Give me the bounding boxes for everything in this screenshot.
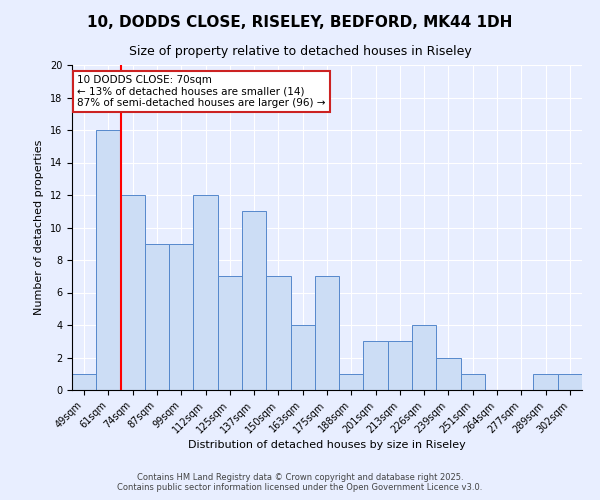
Bar <box>266 276 290 390</box>
Bar <box>290 325 315 390</box>
Bar <box>364 341 388 390</box>
Bar <box>121 195 145 390</box>
X-axis label: Distribution of detached houses by size in Riseley: Distribution of detached houses by size … <box>188 440 466 450</box>
Text: Size of property relative to detached houses in Riseley: Size of property relative to detached ho… <box>128 45 472 58</box>
Bar <box>461 374 485 390</box>
Bar <box>315 276 339 390</box>
Bar <box>388 341 412 390</box>
Text: Contains HM Land Registry data © Crown copyright and database right 2025.
Contai: Contains HM Land Registry data © Crown c… <box>118 473 482 492</box>
Bar <box>145 244 169 390</box>
Bar <box>558 374 582 390</box>
Bar <box>533 374 558 390</box>
Bar <box>436 358 461 390</box>
Bar <box>72 374 96 390</box>
Y-axis label: Number of detached properties: Number of detached properties <box>34 140 44 315</box>
Bar <box>218 276 242 390</box>
Bar <box>339 374 364 390</box>
Bar <box>169 244 193 390</box>
Bar <box>242 211 266 390</box>
Bar <box>412 325 436 390</box>
Text: 10, DODDS CLOSE, RISELEY, BEDFORD, MK44 1DH: 10, DODDS CLOSE, RISELEY, BEDFORD, MK44 … <box>88 15 512 30</box>
Text: 10 DODDS CLOSE: 70sqm
← 13% of detached houses are smaller (14)
87% of semi-deta: 10 DODDS CLOSE: 70sqm ← 13% of detached … <box>77 74 326 108</box>
Bar <box>193 195 218 390</box>
Bar <box>96 130 121 390</box>
